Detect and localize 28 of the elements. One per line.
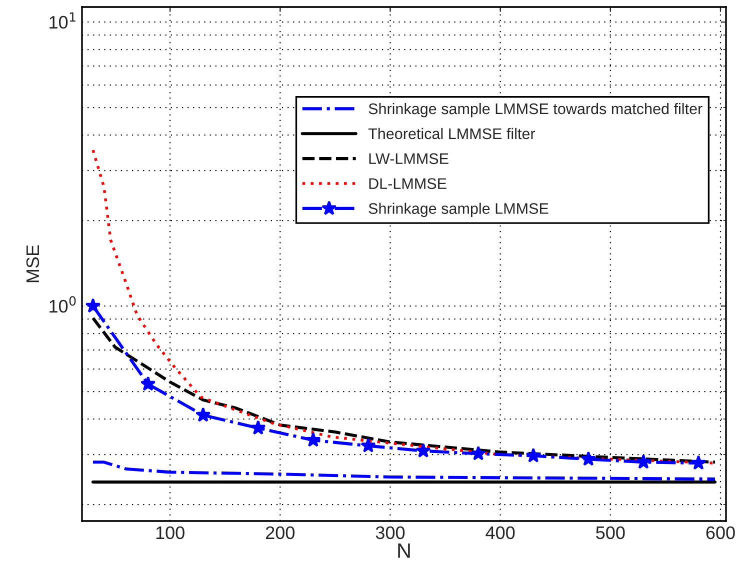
legend-label: LW-LMMSE [369, 153, 448, 164]
x-tick-label: 200 [266, 526, 295, 540]
x-tick-label: 600 [706, 526, 735, 540]
point [690, 455, 706, 470]
point [250, 420, 266, 435]
point [140, 376, 156, 391]
point [526, 448, 541, 462]
x-axis-title: N [398, 543, 410, 558]
point [636, 454, 652, 469]
legend-label: Theoretical LMMSE filter [368, 128, 536, 140]
point [360, 438, 376, 452]
y-tick-label: 10$^{0}$ [50, 296, 76, 313]
x-tick-label: 100 [156, 526, 184, 540]
legend-label: DL-LMMSE [369, 178, 446, 190]
line-series [91, 460, 717, 481]
point [306, 432, 321, 447]
x-tick-label: 300 [376, 526, 405, 540]
x-tick-label: 500 [596, 526, 625, 540]
point [85, 298, 101, 313]
point [195, 407, 211, 422]
point [580, 451, 596, 466]
legend-label: Shrinkage sample LMMSE [368, 202, 548, 217]
point [470, 446, 486, 460]
x-tick-label: 400 [486, 526, 515, 540]
y-axis-title: MSE [26, 245, 40, 282]
legend-label: Shrinkage sample LMMSE towards matched filter [368, 102, 702, 118]
y-tick-label: 10$^{1}$ [50, 12, 76, 29]
point [416, 442, 431, 458]
